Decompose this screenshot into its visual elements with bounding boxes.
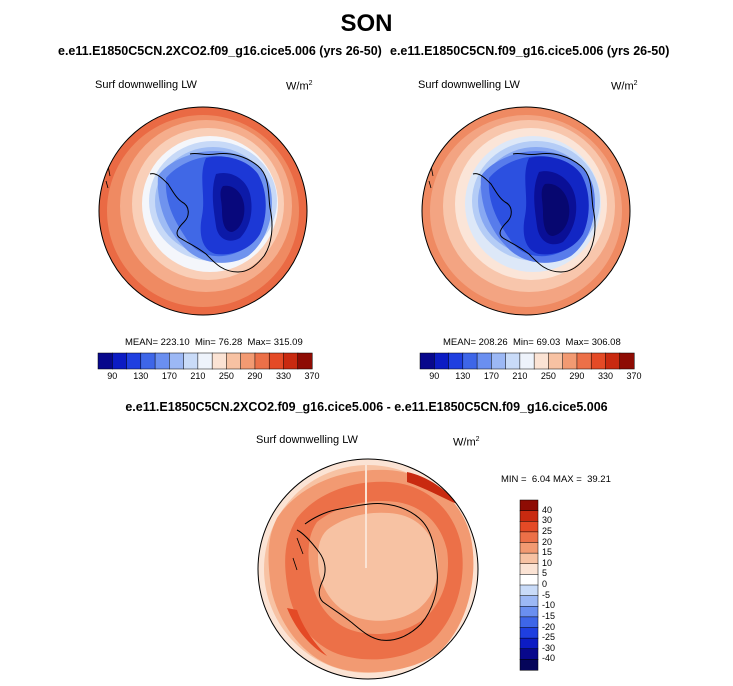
panel-1-colorbar	[97, 352, 313, 370]
colorbar-1-swatch-14	[297, 352, 313, 370]
colorbar-2-swatch-2	[448, 352, 464, 370]
colorbar-1-swatch-3	[140, 352, 156, 370]
colorbar-1-tick-label: 370	[304, 371, 320, 381]
colorbar-2-swatch-5	[491, 352, 507, 370]
colorbar-2-swatch-0	[419, 352, 435, 370]
difference-title: e.e11.E1850C5CN.2XCO2.f09_g16.cice5.006 …	[125, 400, 608, 414]
colorbar-1-swatch-1	[112, 352, 128, 370]
panel-1-case-title: e.e11.E1850C5CN.2XCO2.f09_g16.cice5.006 …	[58, 44, 382, 58]
colorbar-3-tick-label: -25	[542, 632, 556, 643]
colorbar-3-swatch-13	[519, 637, 539, 650]
difference-colorbar	[519, 499, 539, 671]
colorbar-3-tick-label: 20	[542, 536, 553, 547]
colorbar-2-swatch-12	[590, 352, 607, 370]
colorbar-1-swatch-10	[240, 352, 256, 370]
colorbar-3-swatch-7	[519, 574, 539, 586]
colorbar-1-swatch-2	[126, 352, 142, 370]
colorbar-3-swatch-14	[519, 648, 539, 660]
panel-2-colorbar	[419, 352, 635, 370]
colorbar-1-swatch-13	[283, 352, 299, 370]
colorbar-3-swatch-9	[519, 595, 539, 607]
colorbar-3-swatch-11	[519, 616, 539, 629]
colorbar-2-swatch-11	[576, 352, 592, 370]
colorbar-2-tick-label: 170	[483, 371, 499, 381]
colorbar-3-tick-label: 10	[542, 557, 553, 568]
colorbar-3-tick-label: -10	[542, 600, 556, 611]
colorbar-3-swatch-8	[519, 584, 539, 597]
panel-2-variable-label: Surf downwelling LW	[418, 79, 520, 91]
colorbar-3-tick-label: 5	[542, 568, 548, 579]
colorbar-1-tick-label: 90	[107, 371, 118, 381]
colorbar-3-tick-label: 30	[542, 515, 553, 526]
panel-1-map	[98, 106, 308, 316]
colorbar-3-swatch-0	[519, 499, 539, 512]
colorbar-2-swatch-3	[462, 352, 478, 370]
colorbar-2-tick-label: 90	[429, 371, 440, 381]
colorbar-1-swatch-6	[183, 352, 199, 370]
colorbar-2-swatch-8	[533, 352, 549, 370]
colorbar-3-tick-label: 40	[542, 504, 553, 515]
colorbar-3-tick-label: -5	[542, 589, 551, 600]
panel-2-case-title: e.e11.E1850C5CN.f09_g16.cice5.006 (yrs 2…	[390, 44, 670, 58]
colorbar-3-swatch-10	[519, 606, 539, 618]
colorbar-1-swatch-9	[226, 352, 242, 370]
colorbar-3-swatch-15	[519, 659, 539, 671]
colorbar-3-swatch-5	[519, 552, 539, 565]
difference-colorbar-ticks: 40 30 25 20 15 10 5 0 -5 -10 -15 -20 -25 -30 -40	[542, 500, 572, 670]
colorbar-3-tick-label: -15	[542, 610, 556, 621]
panel-1-stats: MEAN= 223.10 Min= 76.28 Max= 315.09	[125, 337, 303, 348]
colorbar-3-swatch-3	[519, 531, 539, 544]
colorbar-2-swatch-6	[505, 352, 521, 370]
panel-2-stats: MEAN= 208.26 Min= 69.03 Max= 306.08	[443, 337, 621, 348]
colorbar-3-swatch-2	[519, 521, 539, 533]
colorbar-1-tick-label: 250	[218, 371, 234, 381]
colorbar-1-swatch-8	[211, 352, 227, 370]
colorbar-2-swatch-9	[548, 352, 564, 370]
colorbar-3-swatch-6	[519, 563, 539, 575]
colorbar-1-swatch-5	[169, 352, 185, 370]
colorbar-3-tick-label: 15	[542, 547, 553, 558]
difference-min-max: MIN = 6.04 MAX = 39.21	[501, 474, 611, 485]
colorbar-3-tick-label: 25	[542, 525, 553, 536]
colorbar-3-swatch-1	[519, 510, 539, 522]
panel-1-colorbar-ticks: 90 130 170 210 250 290 330 370	[98, 371, 319, 385]
colorbar-1-tick-label: 330	[275, 371, 291, 381]
colorbar-1-swatch-0	[97, 352, 113, 370]
panel-2-colorbar-ticks: 90 130 170 210 250 290 330 370	[420, 371, 641, 385]
colorbar-1-swatch-4	[154, 352, 170, 370]
colorbar-2-tick-label: 210	[512, 371, 528, 381]
colorbar-1-swatch-11	[254, 352, 270, 370]
colorbar-2-swatch-14	[619, 352, 635, 370]
panel-1-variable-label: Surf downwelling LW	[95, 79, 197, 91]
colorbar-3-swatch-4	[519, 542, 539, 554]
colorbar-2-tick-label: 250	[540, 371, 556, 381]
colorbar-2-tick-label: 290	[569, 371, 585, 381]
colorbar-2-swatch-10	[562, 352, 578, 370]
season-title: SON	[340, 10, 393, 37]
colorbar-2-tick-label: 330	[597, 371, 613, 381]
colorbar-2-swatch-1	[434, 352, 450, 370]
colorbar-3-tick-label: -40	[542, 653, 556, 664]
panel-2-units: W/m2	[611, 80, 638, 93]
panel-1-units: W/m2	[286, 80, 313, 93]
colorbar-3-tick-label: 0	[542, 579, 548, 589]
colorbar-1-tick-label: 290	[247, 371, 263, 381]
colorbar-3-tick-label: -20	[542, 621, 556, 632]
colorbar-2-tick-label: 130	[455, 371, 471, 381]
colorbar-1-tick-label: 210	[190, 371, 206, 381]
colorbar-2-swatch-4	[476, 352, 492, 370]
difference-units: W/m2	[453, 436, 480, 449]
panel-2-map	[421, 106, 631, 316]
colorbar-1-tick-label: 130	[133, 371, 149, 381]
colorbar-2-swatch-7	[519, 352, 535, 370]
colorbar-2-tick-label: 370	[626, 371, 642, 381]
colorbar-3-swatch-12	[519, 627, 539, 639]
colorbar-2-swatch-13	[605, 352, 621, 370]
difference-variable-label: Surf downwelling LW	[256, 434, 358, 446]
difference-map	[257, 458, 479, 680]
colorbar-1-swatch-12	[268, 352, 285, 370]
colorbar-1-tick-label: 170	[161, 371, 177, 381]
colorbar-1-swatch-7	[197, 352, 213, 370]
colorbar-3-tick-label: -30	[542, 642, 556, 653]
